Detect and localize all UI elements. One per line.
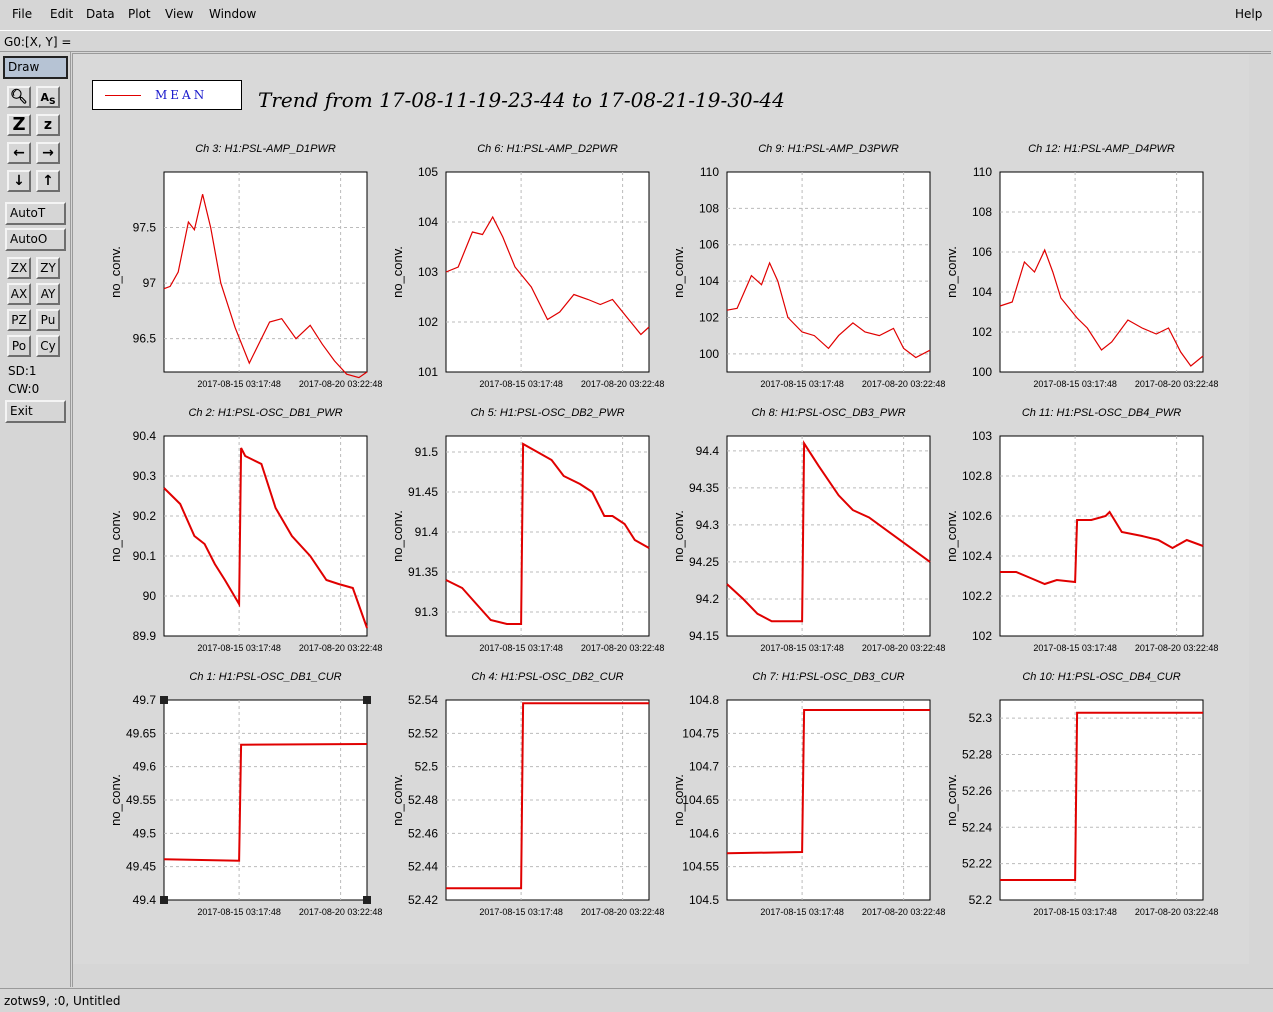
tool-panel: Draw 🔍︎ AS Z z ← → ↓ ↑ AutoT AutoO ZX ZY… [0,52,71,987]
cw-readout: CW:0 [8,382,40,396]
draw-button[interactable]: Draw [3,56,68,79]
menu-data[interactable]: Data [86,7,115,21]
pointer-tool-icon[interactable]: 🔍︎ [7,86,31,108]
zoom-small-icon[interactable]: z [36,114,60,136]
pz-button[interactable]: PZ [7,309,31,331]
arrow-right-icon[interactable]: → [36,142,60,164]
menu-help[interactable]: Help [1235,7,1263,21]
autot-button[interactable]: AutoT [5,202,66,225]
coordinate-bar: G0:[X, Y] = [0,30,1271,52]
menu-edit[interactable]: Edit [50,7,74,21]
pu-button[interactable]: Pu [36,309,60,331]
cy-button[interactable]: Cy [36,335,60,357]
ay-button[interactable]: AY [36,283,60,305]
sd-readout: SD:1 [8,364,37,378]
menu-view[interactable]: View [165,7,194,21]
legend-label: MEAN [155,88,208,102]
autoo-button[interactable]: AutoO [5,228,66,251]
plot-area [73,54,1249,964]
menu-file[interactable]: File [12,7,33,21]
coordinate-readout: G0:[X, Y] = [4,35,72,49]
ax-button[interactable]: AX [7,283,31,305]
zy-button[interactable]: ZY [36,257,60,279]
arrow-up-icon[interactable]: ↑ [36,170,60,192]
zoom-big-icon[interactable]: Z [7,114,31,136]
menu-window[interactable]: Window [209,7,257,21]
status-bar: zotws9, :0, Untitled [0,988,1273,1012]
status-text: zotws9, :0, Untitled [4,994,121,1008]
menu-bar: File Edit Data Plot View Window Help [0,0,1273,28]
arrow-left-icon[interactable]: ← [7,142,31,164]
text-tool-icon[interactable]: AS [36,86,60,108]
legend-box: MEAN [92,80,242,110]
trend-title: Trend from 17-08-11-19-23-44 to 17-08-21… [258,88,785,112]
zx-button[interactable]: ZX [7,257,31,279]
po-button[interactable]: Po [7,335,31,357]
exit-button[interactable]: Exit [5,400,66,423]
legend-line-swatch [105,95,141,96]
menu-plot[interactable]: Plot [128,7,151,21]
arrow-down-icon[interactable]: ↓ [7,170,31,192]
